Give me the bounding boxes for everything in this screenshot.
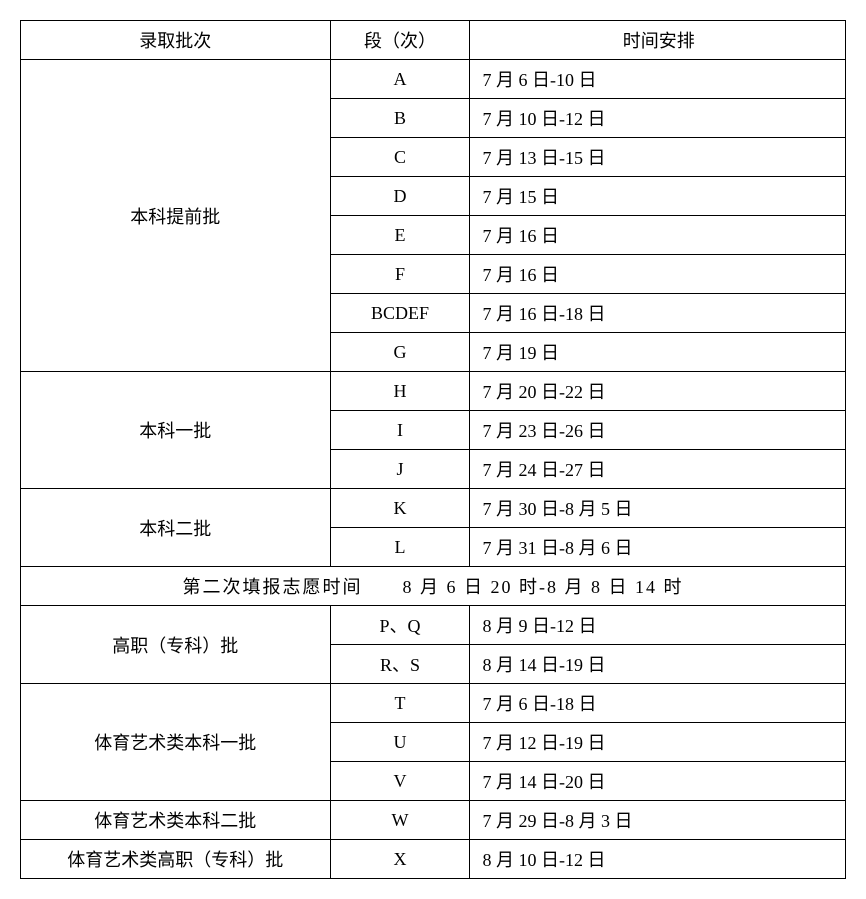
table-row: 体育艺术类高职（专科）批 X 8 月 10 日-12 日 [21,840,846,879]
segment-cell: T [330,684,470,723]
second-application-note: 第二次填报志愿时间 8 月 6 日 20 时-8 月 8 日 14 时 [21,567,846,606]
time-cell: 7 月 6 日-18 日 [470,684,846,723]
time-cell: 7 月 12 日-19 日 [470,723,846,762]
segment-cell: G [330,333,470,372]
segment-cell: E [330,216,470,255]
segment-cell: BCDEF [330,294,470,333]
header-segment: 段（次） [330,21,470,60]
time-cell: 7 月 10 日-12 日 [470,99,846,138]
time-cell: 7 月 14 日-20 日 [470,762,846,801]
table-row: 高职（专科）批 P、Q 8 月 9 日-12 日 [21,606,846,645]
time-cell: 8 月 14 日-19 日 [470,645,846,684]
time-cell: 7 月 15 日 [470,177,846,216]
batch-cell: 本科二批 [21,489,331,567]
batch-cell: 本科一批 [21,372,331,489]
batch-cell: 本科提前批 [21,60,331,372]
table-row: 体育艺术类本科二批 W 7 月 29 日-8 月 3 日 [21,801,846,840]
segment-cell: X [330,840,470,879]
batch-cell: 体育艺术类本科一批 [21,684,331,801]
segment-cell: H [330,372,470,411]
batch-cell: 体育艺术类高职（专科）批 [21,840,331,879]
segment-cell: D [330,177,470,216]
time-cell: 7 月 13 日-15 日 [470,138,846,177]
segment-cell: P、Q [330,606,470,645]
time-cell: 8 月 10 日-12 日 [470,840,846,879]
time-cell: 7 月 19 日 [470,333,846,372]
segment-cell: R、S [330,645,470,684]
segment-cell: K [330,489,470,528]
table-row: 本科提前批 A 7 月 6 日-10 日 [21,60,846,99]
segment-cell: C [330,138,470,177]
time-cell: 7 月 6 日-10 日 [470,60,846,99]
segment-cell: V [330,762,470,801]
time-cell: 7 月 20 日-22 日 [470,372,846,411]
time-cell: 7 月 16 日 [470,255,846,294]
segment-cell: J [330,450,470,489]
time-cell: 7 月 24 日-27 日 [470,450,846,489]
segment-cell: I [330,411,470,450]
batch-cell: 高职（专科）批 [21,606,331,684]
header-batch: 录取批次 [21,21,331,60]
time-cell: 7 月 23 日-26 日 [470,411,846,450]
time-cell: 8 月 9 日-12 日 [470,606,846,645]
segment-cell: W [330,801,470,840]
merged-row: 第二次填报志愿时间 8 月 6 日 20 时-8 月 8 日 14 时 [21,567,846,606]
segment-cell: A [330,60,470,99]
table-row: 本科一批 H 7 月 20 日-22 日 [21,372,846,411]
segment-cell: U [330,723,470,762]
time-cell: 7 月 16 日 [470,216,846,255]
time-cell: 7 月 31 日-8 月 6 日 [470,528,846,567]
time-cell: 7 月 29 日-8 月 3 日 [470,801,846,840]
header-row: 录取批次 段（次） 时间安排 [21,21,846,60]
header-time: 时间安排 [470,21,846,60]
segment-cell: B [330,99,470,138]
time-cell: 7 月 30 日-8 月 5 日 [470,489,846,528]
segment-cell: L [330,528,470,567]
time-cell: 7 月 16 日-18 日 [470,294,846,333]
table-row: 本科二批 K 7 月 30 日-8 月 5 日 [21,489,846,528]
admission-schedule-table: 录取批次 段（次） 时间安排 本科提前批 A 7 月 6 日-10 日 B 7 … [20,20,846,879]
table-row: 体育艺术类本科一批 T 7 月 6 日-18 日 [21,684,846,723]
batch-cell: 体育艺术类本科二批 [21,801,331,840]
segment-cell: F [330,255,470,294]
